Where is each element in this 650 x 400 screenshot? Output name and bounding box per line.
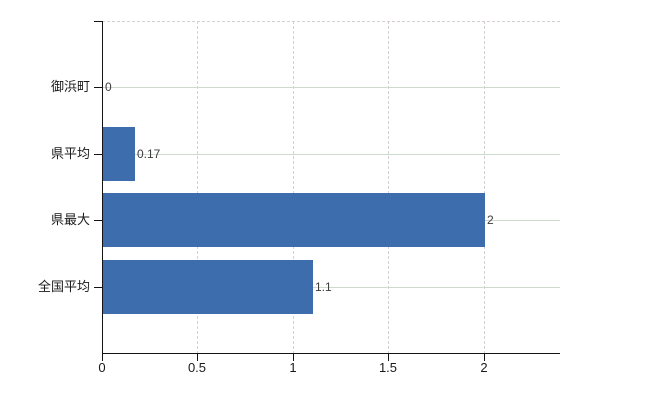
category-tick [94,154,102,155]
value-label: 0 [105,80,112,94]
category-tick [94,287,102,288]
vertical-gridline [484,21,485,353]
bar [103,260,313,314]
horizontal-gridline [102,287,560,288]
category-tick [94,87,102,88]
x-tick-label: 0 [98,360,106,375]
vertical-gridline [293,21,294,353]
x-tick-label: 1.5 [378,360,398,375]
category-label: 全国平均 [37,279,90,294]
x-axis-tick [388,354,389,361]
category-label: 御浜町 [50,79,90,94]
x-axis-tick [102,354,103,361]
x-axis-tick [197,354,198,361]
x-axis-tick [484,354,485,361]
y-axis-top-tick [94,21,102,22]
category-label: 県平均 [50,146,90,161]
value-label: 0.17 [137,147,161,161]
category-tick [94,220,102,221]
y-axis-line [102,21,103,354]
x-tick-label: 0.5 [187,360,207,375]
x-axis-line [102,353,560,354]
category-label: 県最大 [50,212,90,227]
vertical-gridline [197,21,198,353]
value-label: 2 [487,213,494,227]
bar [103,127,135,181]
value-label: 1.1 [315,280,332,294]
bar [103,193,485,247]
x-tick-label: 2 [480,360,488,375]
horizontal-gridline [102,87,560,88]
vertical-gridline [388,21,389,353]
x-tick-label: 1 [289,360,297,375]
plot-top-border [102,21,560,22]
x-axis-tick [293,354,294,361]
horizontal-gridline [102,154,560,155]
